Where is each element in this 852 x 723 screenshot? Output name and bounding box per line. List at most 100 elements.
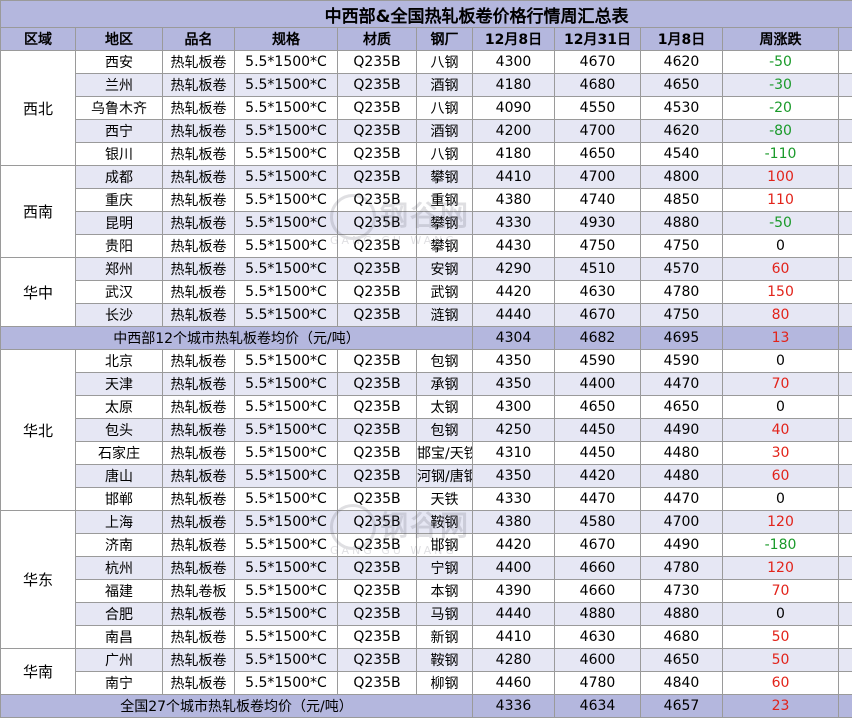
city-cell: 石家庄 (75, 441, 163, 465)
mill-cell: 攀钢 (416, 234, 473, 258)
spec-cell: 5.5*1500*C (234, 349, 338, 373)
product-cell: 热轧板卷 (162, 142, 235, 166)
column-header: 周涨跌 (722, 27, 839, 51)
price-dec8-cell: 4410 (472, 625, 555, 649)
spec-cell: 5.5*1500*C (234, 533, 338, 557)
price-dec31-cell: 4680 (554, 73, 641, 97)
product-cell: 热轧板卷 (162, 464, 235, 488)
mill-cell: 武钢 (416, 280, 473, 304)
weekly-change-cell: 70 (722, 372, 839, 396)
weekly-change-cell: 60 (722, 257, 839, 281)
mill-cell: 河钢/唐钢 (416, 464, 473, 488)
city-cell: 太原 (75, 395, 163, 419)
mill-cell: 柳钢 (416, 671, 473, 695)
city-cell: 西安 (75, 50, 163, 74)
column-header: 材质 (337, 27, 417, 51)
table-row: 兰州热轧板卷5.5*1500*CQ235B酒钢418046804650-3047… (1, 73, 852, 97)
weekly-change-cell: -20 (722, 96, 839, 120)
product-cell: 热轧板卷 (162, 625, 235, 649)
city-cell: 北京 (75, 349, 163, 373)
material-cell: Q235B (337, 510, 417, 534)
price-dec8: 4304 (472, 326, 555, 350)
price-dec8-cell: 4460 (472, 671, 555, 695)
table-row: 杭州热轧板卷5.5*1500*CQ235B宁钢44004660478012038… (1, 556, 852, 580)
material-cell: Q235B (337, 234, 417, 258)
price-dec8-cell: 4330 (472, 211, 555, 235)
product-cell: 热轧板卷 (162, 96, 235, 120)
mill-cell: 八钢 (416, 50, 473, 74)
monthly-change-cell: 340 (837, 579, 852, 603)
price-dec31-cell: 4660 (554, 556, 641, 580)
mill-cell: 八钢 (416, 96, 473, 120)
material-cell: Q235B (337, 188, 417, 212)
price-dec31-cell: 4670 (554, 50, 641, 74)
table-row: 乌鲁木齐 热轧板卷 5.5*1500*C Q235B 八钢 4090 4550 4530 -20… (1, 96, 852, 120)
monthly-change-cell: 130 (837, 464, 852, 488)
city-cell: 长沙 (75, 303, 163, 327)
region-cell: 西南 (0, 165, 76, 258)
table-row: 昆明热轧板卷5.5*1500*CQ235B攀钢433049304880-5055… (1, 211, 852, 235)
material-cell: Q235B (337, 556, 417, 580)
region-cell: 西北 (0, 50, 76, 166)
mill-cell: 马钢 (416, 602, 473, 626)
price-jan8: 4695 (640, 326, 723, 350)
city-cell: 重庆 (75, 188, 163, 212)
price-dec31-cell: 4670 (554, 533, 641, 557)
price-jan8-cell: 4620 (640, 50, 723, 74)
spec-cell: 5.5*1500*C (234, 165, 338, 189)
price-dec8-cell: 4420 (472, 280, 555, 304)
price-dec31-cell: 4780 (554, 671, 641, 695)
monthly-change-cell: 120 (837, 372, 852, 396)
table-row: 重庆热轧板卷5.5*1500*CQ235B重钢43804740485011047… (1, 188, 852, 212)
product-cell: 热轧板卷 (162, 211, 235, 235)
material-cell: Q235B (337, 487, 417, 511)
weekly-change-cell: 50 (722, 625, 839, 649)
weekly-change-cell: 0 (722, 395, 839, 419)
city-cell: 南宁 (75, 671, 163, 695)
price-dec31-cell: 4470 (554, 487, 641, 511)
price-dec8-cell: 4420 (472, 533, 555, 557)
weekly-change-cell: 0 (722, 602, 839, 626)
material-cell: Q235B (337, 303, 417, 327)
city-cell: 成都 (75, 165, 163, 189)
price-dec8-cell: 4290 (472, 257, 555, 281)
product-cell: 热轧板卷 (162, 280, 235, 304)
mill-cell: 鞍钢 (416, 648, 473, 672)
spec-cell: 5.5*1500*C (234, 73, 338, 97)
price-dec31-cell: 4740 (554, 188, 641, 212)
table-row: 华东 上海 热轧板卷 5.5*1500*C Q235B 鞍钢 4380 4580 4700 120… (0, 510, 852, 649)
product-cell: 热轧板卷 (162, 648, 235, 672)
material-cell: Q235B (337, 602, 417, 626)
spec-cell: 5.5*1500*C (234, 464, 338, 488)
average-label: 全国27个城市热轧板卷均价（元/吨） (0, 694, 473, 718)
city-cell: 上海 (75, 510, 163, 534)
monthly-change-cell: 240 (837, 349, 852, 373)
weekly-change-cell: 120 (722, 556, 839, 580)
material-cell: Q235B (337, 119, 417, 143)
price-dec8-cell: 4390 (472, 579, 555, 603)
price-jan8-cell: 4730 (640, 579, 723, 603)
weekly-change-cell: -50 (722, 211, 839, 235)
weekly-change-cell: 150 (722, 280, 839, 304)
product-cell: 热轧板卷 (162, 73, 235, 97)
mill-cell: 八钢 (416, 142, 473, 166)
price-jan8-cell: 4780 (640, 556, 723, 580)
price-dec31-cell: 4700 (554, 165, 641, 189)
spec-cell: 5.5*1500*C (234, 556, 338, 580)
table-row: 西宁热轧板卷5.5*1500*CQ235B酒钢420047004620-8042… (1, 119, 852, 143)
table-row: 华南广州热轧板卷5.5*1500*CQ235B鞍钢428046004650503… (0, 648, 852, 695)
price-dec31-cell: 4880 (554, 602, 641, 626)
monthly-change-cell: 350 (837, 395, 852, 419)
city-cell: 郑州 (75, 257, 163, 281)
average-row: 全国27个城市热轧板卷均价（元/吨）43364634465723321 (0, 694, 852, 718)
price-dec31-cell: 4450 (554, 418, 641, 442)
product-cell: 热轧板卷 (162, 188, 235, 212)
price-jan8-cell: 4590 (640, 349, 723, 373)
price-dec8-cell: 4250 (472, 418, 555, 442)
price-dec31-cell: 4400 (554, 372, 641, 396)
product-cell: 热轧板卷 (162, 165, 235, 189)
product-cell: 热轧板卷 (162, 372, 235, 396)
price-dec8-cell: 4330 (472, 487, 555, 511)
